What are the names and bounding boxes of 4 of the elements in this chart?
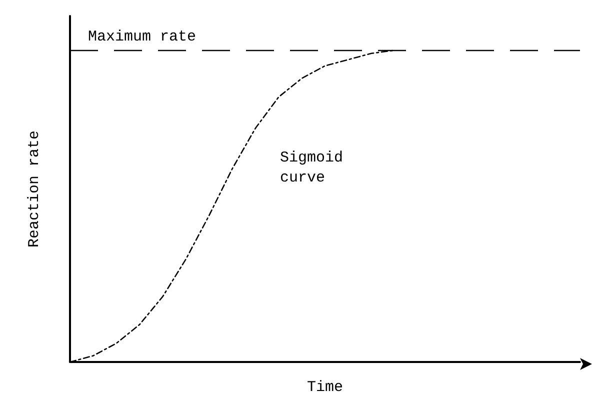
- x-axis-title: Time: [306, 379, 344, 396]
- y-axis-title: Reaction rate: [26, 130, 43, 248]
- ref-line-label: Maximum rate: [88, 28, 196, 46]
- annotation: Sigmoid curve: [280, 150, 344, 186]
